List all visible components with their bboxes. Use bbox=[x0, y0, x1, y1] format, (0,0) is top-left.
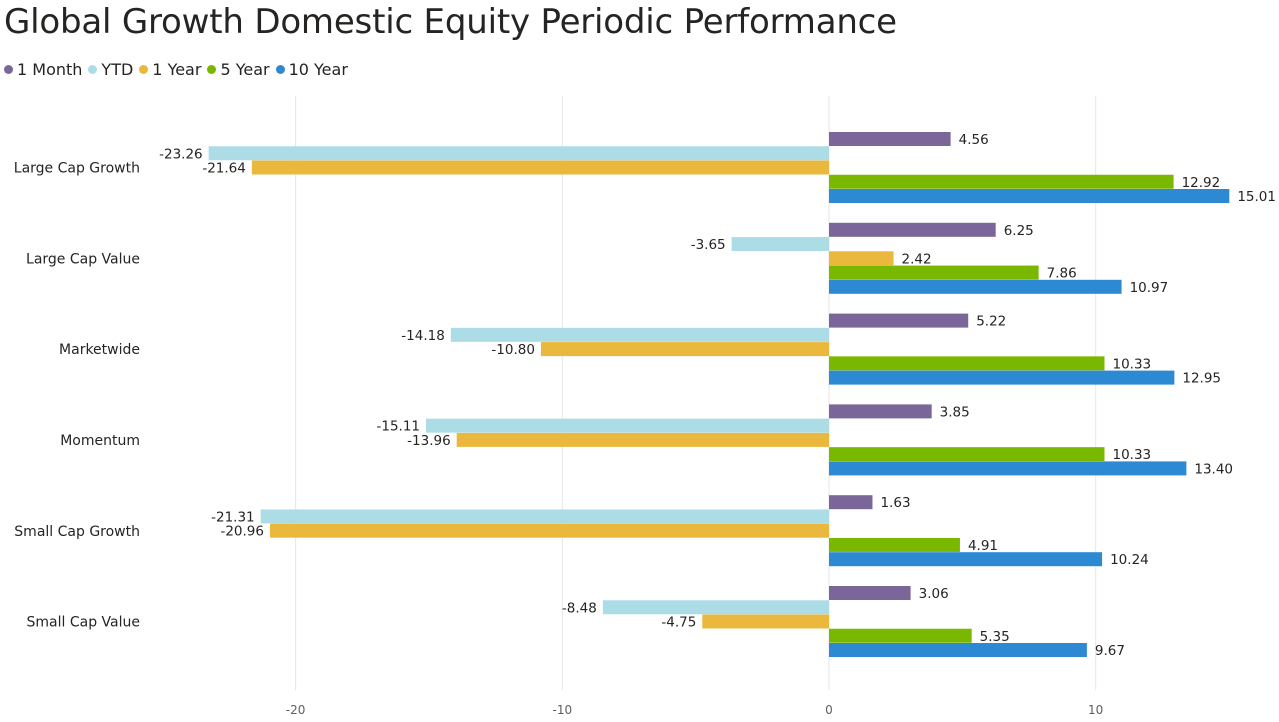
data-label: 3.06 bbox=[919, 586, 949, 602]
bar[interactable] bbox=[829, 628, 972, 643]
x-tick-label: 0 bbox=[825, 703, 833, 717]
bar[interactable] bbox=[829, 251, 894, 266]
data-label: 13.40 bbox=[1194, 461, 1233, 477]
bar[interactable] bbox=[702, 614, 829, 629]
bar[interactable] bbox=[450, 327, 829, 342]
data-label: 12.95 bbox=[1182, 371, 1221, 387]
data-label: 10.24 bbox=[1110, 552, 1149, 568]
legend-marker bbox=[275, 65, 285, 74]
bar[interactable] bbox=[260, 509, 829, 524]
data-label: 4.91 bbox=[968, 538, 998, 554]
data-label: -21.64 bbox=[202, 161, 246, 177]
data-label: -21.31 bbox=[211, 509, 255, 525]
bar[interactable] bbox=[829, 461, 1187, 476]
data-label: -15.11 bbox=[376, 419, 420, 435]
bar[interactable] bbox=[829, 356, 1105, 371]
bar[interactable] bbox=[829, 447, 1105, 462]
legend-item-1-month[interactable]: 1 Month bbox=[4, 60, 82, 79]
legend-label: 1 Year bbox=[152, 60, 202, 79]
data-label: 6.25 bbox=[1004, 223, 1034, 239]
bar[interactable] bbox=[208, 146, 829, 161]
data-label: 4.56 bbox=[959, 132, 989, 148]
bar[interactable] bbox=[829, 552, 1103, 567]
legend-marker bbox=[207, 65, 217, 74]
bar[interactable] bbox=[829, 279, 1122, 294]
bar[interactable] bbox=[829, 370, 1175, 385]
bar[interactable] bbox=[456, 432, 829, 447]
bar[interactable] bbox=[829, 537, 960, 552]
legend-item-5-year[interactable]: 5 Year bbox=[207, 60, 270, 79]
legend-item-1-year[interactable]: 1 Year bbox=[139, 60, 201, 79]
data-label: 1.63 bbox=[880, 495, 910, 511]
x-tick-label: 10 bbox=[1088, 703, 1103, 717]
bar[interactable] bbox=[602, 600, 829, 615]
bar[interactable] bbox=[269, 523, 829, 538]
legend-label: 5 Year bbox=[220, 60, 270, 79]
bar[interactable] bbox=[829, 222, 996, 237]
bar[interactable] bbox=[731, 237, 829, 252]
category-label: Small Cap Growth bbox=[14, 524, 140, 540]
legend-item-10-year[interactable]: 10 Year bbox=[275, 60, 348, 79]
data-label: -3.65 bbox=[691, 237, 726, 253]
data-label: -8.48 bbox=[562, 600, 597, 616]
data-label: 9.67 bbox=[1095, 643, 1125, 659]
legend-marker bbox=[4, 65, 13, 74]
bar[interactable] bbox=[829, 643, 1087, 657]
category-label: Momentum bbox=[60, 433, 140, 449]
bar[interactable] bbox=[426, 418, 829, 433]
category-label: Small Cap Value bbox=[27, 615, 140, 631]
bar[interactable] bbox=[829, 404, 932, 419]
bar[interactable] bbox=[829, 174, 1174, 189]
legend: 1 Month YTD 1 Year 5 Year 10 Year bbox=[4, 60, 354, 79]
bar[interactable] bbox=[251, 160, 829, 175]
chart-title: Global Growth Domestic Equity Periodic P… bbox=[4, 2, 897, 42]
data-label: -14.18 bbox=[401, 328, 445, 344]
category-label: Large Cap Growth bbox=[14, 161, 140, 177]
legend-marker bbox=[88, 65, 98, 74]
x-tick-label: -10 bbox=[552, 703, 572, 717]
data-label: 10.33 bbox=[1113, 447, 1152, 463]
bar[interactable] bbox=[540, 342, 829, 357]
legend-label: YTD bbox=[101, 60, 134, 79]
bar[interactable] bbox=[829, 132, 951, 146]
legend-marker bbox=[139, 65, 149, 74]
legend-label: 10 Year bbox=[288, 60, 348, 79]
x-tick-label: -20 bbox=[286, 703, 306, 717]
bar[interactable] bbox=[829, 495, 873, 510]
legend-item-ytd[interactable]: YTD bbox=[88, 60, 133, 79]
legend-label: 1 Month bbox=[17, 60, 83, 79]
data-label: 10.97 bbox=[1130, 280, 1169, 296]
data-label: 15.01 bbox=[1237, 189, 1276, 205]
bar[interactable] bbox=[829, 586, 911, 600]
bar[interactable] bbox=[829, 265, 1039, 280]
data-label: -20.96 bbox=[220, 524, 264, 540]
bar[interactable] bbox=[829, 189, 1230, 203]
data-label: -13.96 bbox=[407, 433, 451, 449]
data-label: 3.85 bbox=[940, 404, 970, 420]
data-label: -4.75 bbox=[661, 615, 696, 631]
data-label: 7.86 bbox=[1047, 266, 1077, 282]
bar[interactable] bbox=[829, 313, 969, 328]
data-label: -10.80 bbox=[491, 342, 535, 358]
data-label: 12.92 bbox=[1182, 175, 1221, 191]
data-label: 5.35 bbox=[980, 629, 1010, 645]
category-label: Marketwide bbox=[59, 342, 140, 358]
data-label: 10.33 bbox=[1113, 356, 1152, 372]
data-label: -23.26 bbox=[159, 146, 203, 162]
data-label: 2.42 bbox=[902, 251, 932, 267]
category-label: Large Cap Value bbox=[26, 251, 140, 267]
data-label: 5.22 bbox=[976, 314, 1006, 330]
